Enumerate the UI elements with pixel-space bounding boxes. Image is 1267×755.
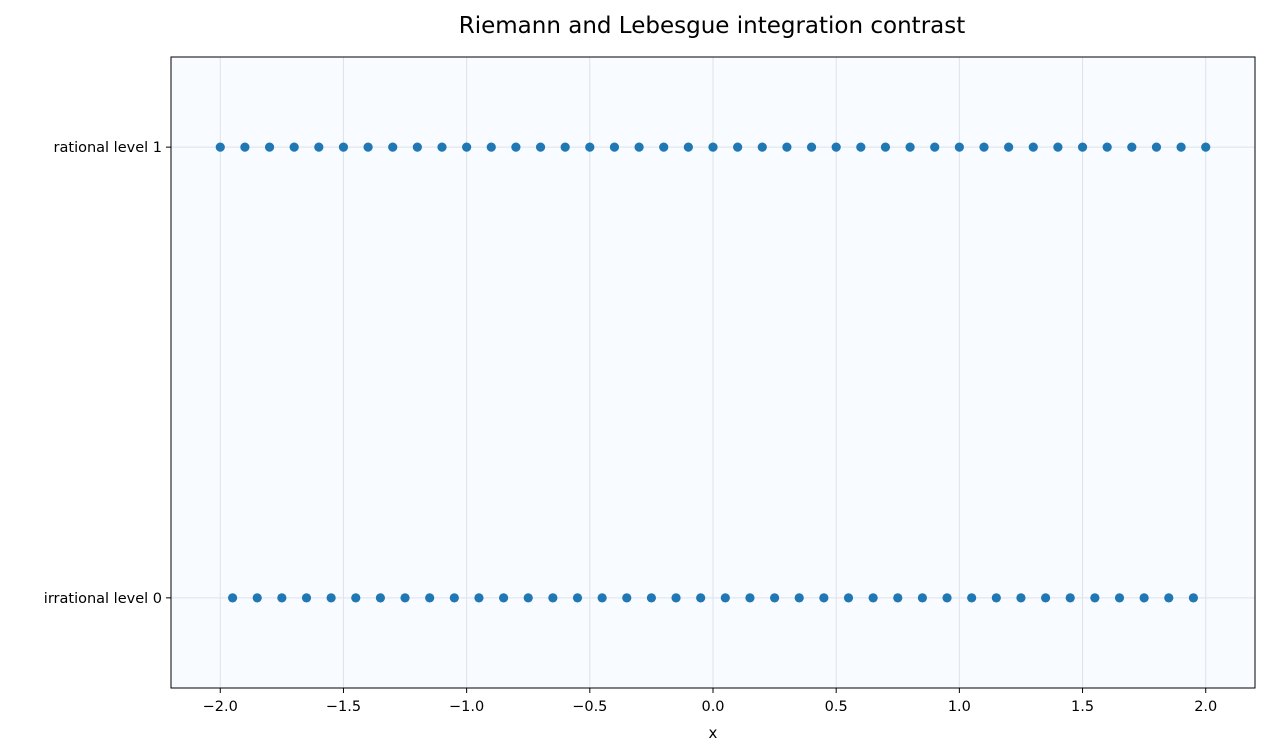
y-tick-label: irrational level 0: [44, 591, 162, 607]
data-point: [1065, 593, 1075, 603]
data-point: [794, 593, 804, 603]
data-point: [991, 593, 1001, 603]
data-point: [301, 593, 312, 603]
data-point: [1127, 142, 1137, 152]
data-point: [930, 142, 940, 152]
chart-title: Riemann and Lebesgue integration contras…: [459, 13, 966, 39]
x-axis-label: x: [709, 724, 718, 742]
data-point: [474, 593, 484, 603]
data-point: [757, 142, 767, 152]
data-point: [979, 142, 989, 152]
data-point: [893, 593, 903, 603]
data-point: [1090, 593, 1100, 603]
x-axis-ticks: −2.0 −1.5 −1.0 −0.5 0.0 0.5 1.0 1.5 2.0: [203, 688, 1217, 715]
data-point: [1201, 142, 1211, 152]
data-point: [1102, 142, 1112, 152]
data-point: [412, 142, 422, 152]
data-point: [437, 142, 447, 152]
data-point: [1114, 593, 1125, 603]
data-point: [708, 142, 718, 152]
data-point: [548, 593, 558, 603]
data-point: [535, 142, 546, 152]
x-tick-label: −1.0: [449, 699, 484, 715]
data-point: [733, 142, 743, 152]
data-point: [609, 142, 620, 152]
x-tick-label: −1.5: [326, 699, 361, 715]
data-point: [363, 142, 373, 152]
data-point: [338, 142, 349, 152]
data-point: [486, 142, 496, 152]
data-point: [1151, 142, 1162, 152]
data-point: [1053, 142, 1063, 152]
data-point: [967, 593, 977, 603]
y-axis-ticks: irrational level 0 rational level 1: [44, 140, 171, 607]
data-point: [1016, 593, 1026, 603]
data-point: [671, 593, 681, 603]
data-point: [696, 593, 706, 603]
data-point: [314, 142, 324, 152]
data-point: [511, 142, 521, 152]
data-point: [843, 593, 854, 603]
data-point: [868, 593, 878, 603]
data-point: [326, 593, 336, 603]
data-point: [252, 593, 262, 603]
data-point: [782, 142, 792, 152]
data-point: [264, 142, 275, 152]
data-point: [831, 142, 841, 152]
data-point: [1040, 593, 1051, 603]
data-point: [880, 142, 891, 152]
data-point: [572, 593, 583, 603]
data-point: [351, 593, 361, 603]
x-tick-label: −2.0: [203, 699, 238, 715]
data-point: [523, 593, 533, 603]
data-point: [240, 142, 250, 152]
data-point: [819, 593, 829, 603]
data-point: [597, 593, 607, 603]
data-point: [942, 593, 952, 603]
data-point: [634, 142, 644, 152]
data-point: [498, 593, 509, 603]
data-point: [1077, 142, 1088, 152]
data-point: [1139, 593, 1149, 603]
data-point: [769, 593, 780, 603]
data-point: [585, 142, 595, 152]
x-tick-label: 0.0: [701, 699, 724, 715]
y-tick-label: rational level 1: [54, 140, 162, 156]
data-point: [462, 142, 472, 152]
data-point: [659, 142, 669, 152]
data-point: [683, 142, 693, 152]
x-tick-label: 2.0: [1194, 699, 1217, 715]
data-point: [400, 593, 410, 603]
data-point: [375, 593, 386, 603]
data-point: [1188, 593, 1199, 603]
data-point: [449, 593, 459, 603]
data-point: [1004, 142, 1014, 152]
data-point: [917, 593, 928, 603]
x-tick-label: 0.5: [825, 699, 848, 715]
data-point: [1164, 593, 1174, 603]
data-point: [905, 142, 915, 152]
data-point: [622, 593, 632, 603]
data-point: [1176, 142, 1186, 152]
data-points: [215, 142, 1211, 603]
data-point: [720, 593, 730, 603]
data-point: [277, 593, 287, 603]
x-tick-label: 1.5: [1071, 699, 1094, 715]
data-point: [1028, 142, 1038, 152]
data-point: [560, 142, 570, 152]
data-point: [425, 593, 435, 603]
data-point: [646, 593, 657, 603]
data-point: [388, 142, 398, 152]
x-tick-label: −0.5: [572, 699, 607, 715]
data-point: [806, 142, 817, 152]
data-point: [215, 142, 225, 152]
data-point: [856, 142, 866, 152]
x-tick-label: 1.0: [948, 699, 971, 715]
data-point: [745, 593, 755, 603]
data-point: [954, 142, 964, 152]
data-point: [289, 142, 299, 152]
data-point: [227, 593, 238, 603]
